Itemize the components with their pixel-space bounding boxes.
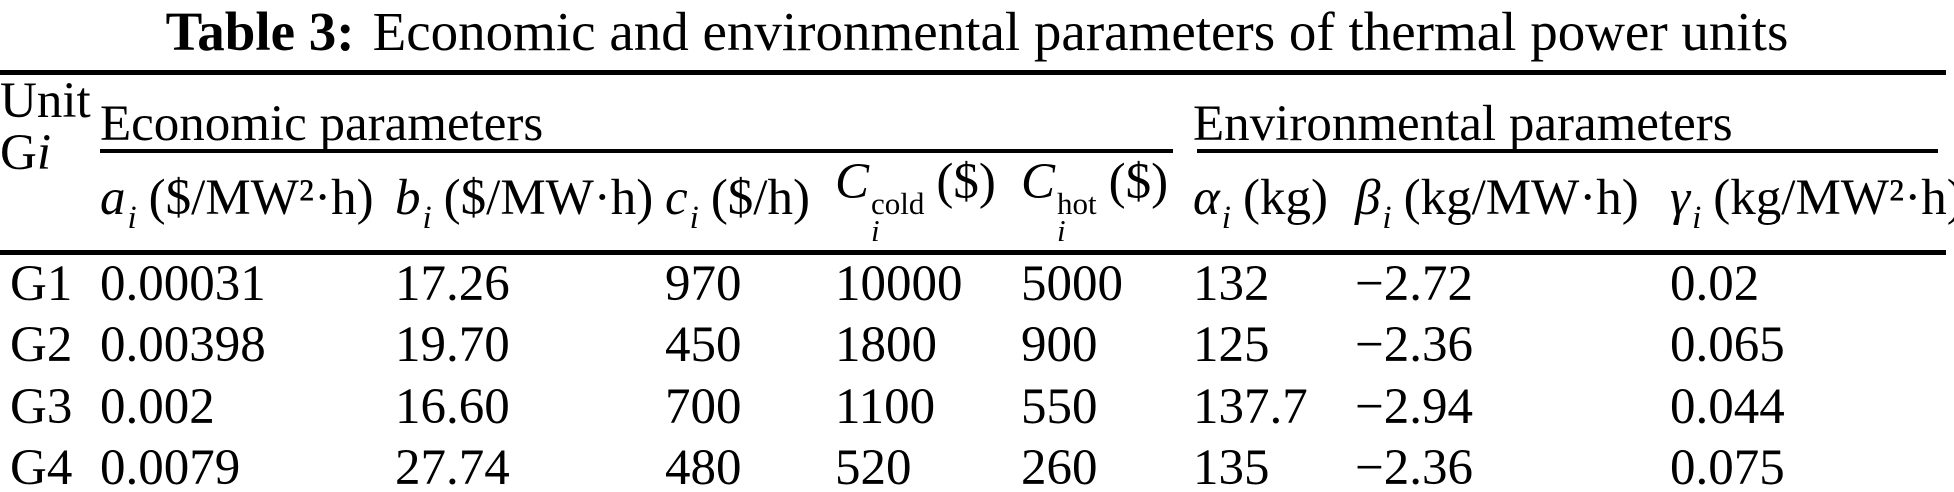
table-caption-label: Table 3: — [165, 1, 355, 62]
unit-label-line2: Gi — [0, 125, 52, 181]
row-header-unit: Unit Gi — [0, 72, 100, 255]
col-header-alpha: αi (kg) — [1193, 152, 1356, 255]
table-row-g1: G1 0.00031 17.26 970 10000 5000 132 −2.7… — [0, 252, 1946, 314]
row-label: G3 — [10, 379, 73, 435]
group-header-economic: Economic parameters — [100, 73, 1193, 153]
cell-gamma: 0.075 — [1670, 439, 1785, 492]
cell-gamma: 0.044 — [1670, 379, 1785, 435]
economic-group-rule — [100, 148, 1174, 153]
cell-c-hot: 260 — [1021, 439, 1098, 492]
group-header-environmental: Environmental parameters — [1193, 73, 1946, 153]
col-header-b: bi ($/MW·h) — [395, 152, 665, 255]
cell-a: 0.00031 — [100, 256, 266, 313]
cell-b: 17.26 — [395, 256, 510, 313]
cell-b: 16.60 — [395, 379, 510, 435]
cell-gamma: 0.02 — [1670, 256, 1760, 313]
col-header-gamma: γi (kg/MW²·h) — [1670, 152, 1954, 255]
row-label: G2 — [10, 317, 73, 373]
cell-c-hot: 900 — [1021, 317, 1098, 373]
col-header-a: ai ($/MW²·h) — [100, 152, 395, 255]
cell-beta: −2.36 — [1355, 317, 1474, 373]
table-caption-text: Economic and environmental parameters of… — [372, 1, 1789, 62]
unit-label-line1: Unit — [0, 73, 91, 129]
supsub-hot: hot i — [1057, 185, 1097, 248]
table-row-g2: G2 0.00398 19.70 450 1800 900 125 −2.36 … — [0, 314, 1946, 376]
cell-beta: −2.72 — [1355, 256, 1474, 313]
cell-alpha: 137.7 — [1193, 379, 1308, 435]
cell-b: 27.74 — [395, 439, 510, 492]
cell-alpha: 125 — [1193, 317, 1270, 373]
cell-c-cold: 520 — [835, 439, 912, 492]
environmental-group-rule — [1197, 148, 1939, 153]
cell-a: 0.00398 — [100, 317, 266, 373]
col-header-c: ci ($/h) — [665, 152, 835, 255]
col-header-beta: βi (kg/MW·h) — [1355, 152, 1671, 255]
cell-c-hot: 5000 — [1021, 256, 1123, 313]
row-label: G1 — [10, 256, 73, 313]
cell-c: 480 — [665, 439, 742, 492]
cell-a: 0.0079 — [100, 439, 241, 492]
cell-c-cold: 10000 — [835, 256, 963, 313]
cell-c: 700 — [665, 379, 742, 435]
group-header-row: Unit Gi Economic parameters Environmenta… — [0, 72, 1946, 255]
cell-a: 0.002 — [100, 379, 215, 435]
cell-b: 19.70 — [395, 317, 510, 373]
row-label: G4 — [10, 439, 73, 492]
cell-c: 970 — [665, 256, 742, 313]
cell-c-hot: 550 — [1021, 379, 1098, 435]
cell-c: 450 — [665, 317, 742, 373]
table-row-g3: G3 0.002 16.60 700 1100 550 137.7 −2.94 … — [0, 376, 1946, 438]
parameters-table: Unit Gi Economic parameters Environmenta… — [0, 70, 1954, 492]
cell-c-cold: 1100 — [835, 379, 936, 435]
cell-c-cold: 1800 — [835, 317, 937, 373]
supsub-cold: cold i — [871, 185, 925, 248]
table-caption: Table 3: Economic and environmental param… — [0, 2, 1954, 62]
table-row-g4: G4 0.0079 27.74 480 520 260 135 −2.36 0.… — [0, 438, 1946, 492]
cell-beta: −2.36 — [1355, 439, 1474, 492]
cell-beta: −2.94 — [1355, 379, 1474, 435]
cell-gamma: 0.065 — [1670, 317, 1785, 373]
cell-alpha: 135 — [1193, 439, 1270, 492]
cell-alpha: 132 — [1193, 256, 1270, 313]
